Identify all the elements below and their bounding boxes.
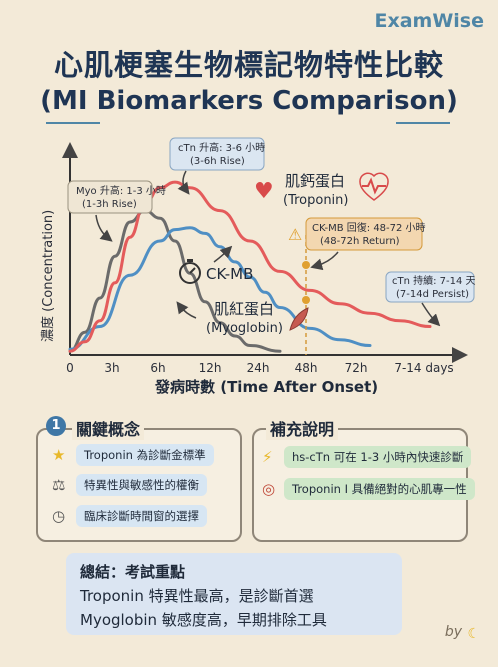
y-axis-label: 濃度 (Concentration) <box>40 210 56 342</box>
ctn-rise-arrow <box>177 170 190 195</box>
title-rule-right <box>396 122 450 124</box>
ctn-persist-line2: (7-14d Persist) <box>396 289 469 300</box>
biomarker-chart: 濃度 (Concentration) 0 3h 6h 12h 24h 48h 72h 7-14… <box>40 137 476 396</box>
page-title: 心肌梗塞生物標記物特性比較 <box>53 48 444 82</box>
key-concepts-number: 1 <box>46 416 66 436</box>
x-tick-label: 24h <box>247 361 270 375</box>
ckmb-arrow <box>213 245 233 263</box>
ctn-persist-box <box>385 271 475 303</box>
x-axis-label: 發病時數 (Time After Onset) <box>154 378 378 396</box>
series-line-0 <box>68 209 282 353</box>
ckmb-name: CK-MB <box>206 265 253 283</box>
ctn-persist-line1: cTn 持續: 7-14 天 <box>392 274 476 287</box>
summary-line2: Myoglobin 敏感度高，早期排除工具 <box>80 611 327 629</box>
page-subtitle: (MI Biomarkers Comparison) <box>40 86 458 116</box>
ctn-rise-line2: (3-6h Rise) <box>190 156 245 167</box>
ckmb-return-box <box>305 217 423 251</box>
summary-box: 總結：考試重點 Troponin 特異性最高，是診斷首選 Myoglobin 敏… <box>66 553 402 635</box>
target-icon: ◎ <box>262 480 276 498</box>
x-tick-label: 7-14 days <box>394 361 453 375</box>
ckmb-return-line2: (48-72h Return) <box>320 236 400 247</box>
troponin-name2: (Troponin) <box>283 193 348 208</box>
marker-48h-troponin <box>302 261 310 269</box>
key-concepts-title: 關鍵概念 <box>72 416 145 440</box>
supplement-title: 補充說明 <box>266 416 339 440</box>
myo-rise-line2: (1-3h Rise) <box>82 199 137 210</box>
x-tick-label: 6h <box>150 361 165 375</box>
series-line-2 <box>68 180 432 353</box>
ckmb-return-arrow <box>310 251 339 271</box>
myoglobin-name2: (Myoglobin) <box>206 321 283 336</box>
lightning-icon: ⚡ <box>262 448 273 466</box>
ctn-rise-line1: cTn 升高: 3-6 小時 <box>178 141 265 154</box>
clock-icon: ◷ <box>52 507 66 525</box>
summary-line1: Troponin 特異性最高，是診斷首選 <box>80 587 314 605</box>
heartbeat-icon <box>362 177 386 195</box>
summary-title: 總結：考試重點 <box>80 563 186 581</box>
x-tick-label: 0 <box>66 361 74 375</box>
x-tick-label: 48h <box>295 361 318 375</box>
key-concept-item-2: 特異性與敏感性的權衡 <box>76 474 207 496</box>
x-tick-labels: 0 3h 6h 12h 24h 48h 72h 7-14 days <box>66 361 454 375</box>
x-tick-label: 72h <box>345 361 368 375</box>
key-concept-item-3: 臨床診斷時間窗的選擇 <box>76 505 207 527</box>
myo-rise-box <box>67 180 153 214</box>
stopwatch-icon <box>179 262 201 284</box>
muscle-icon <box>289 307 309 331</box>
myoglobin-name1: 肌紅蛋白 <box>214 300 274 318</box>
myoglobin-arrow <box>176 301 197 319</box>
ctn-rise-box <box>169 137 265 171</box>
banana-icon: ☾ <box>467 626 480 642</box>
troponin-name1: 肌鈣蛋白 <box>285 172 345 190</box>
scale-icon: ⚖ <box>52 476 66 494</box>
x-tick-label: 3h <box>104 361 119 375</box>
supplement-item-2: Troponin I 具備絕對的心肌專一性 <box>284 478 475 500</box>
star-icon: ★ <box>52 446 66 464</box>
title-rule-left <box>46 122 100 124</box>
byline: by <box>444 624 462 640</box>
ctn-persist-arrow <box>421 302 441 327</box>
troponin-heart-icon: ♥ <box>254 179 274 204</box>
key-concept-item-1: Troponin 為診斷金標準 <box>76 444 214 466</box>
myo-rise-arrow <box>95 214 113 242</box>
x-tick-label: 12h <box>199 361 222 375</box>
myo-rise-line1: Myo 升高: 1-3 小時 <box>76 184 166 197</box>
brand-logo: ExamWise <box>374 10 484 32</box>
warning-icon: ⚠ <box>288 225 302 244</box>
supplement-item-1: hs-cTn 可在 1-3 小時內快速診斷 <box>284 446 472 468</box>
ckmb-return-line1: CK-MB 回復: 48-72 小時 <box>312 221 426 234</box>
marker-48h-ckmb <box>302 296 310 304</box>
